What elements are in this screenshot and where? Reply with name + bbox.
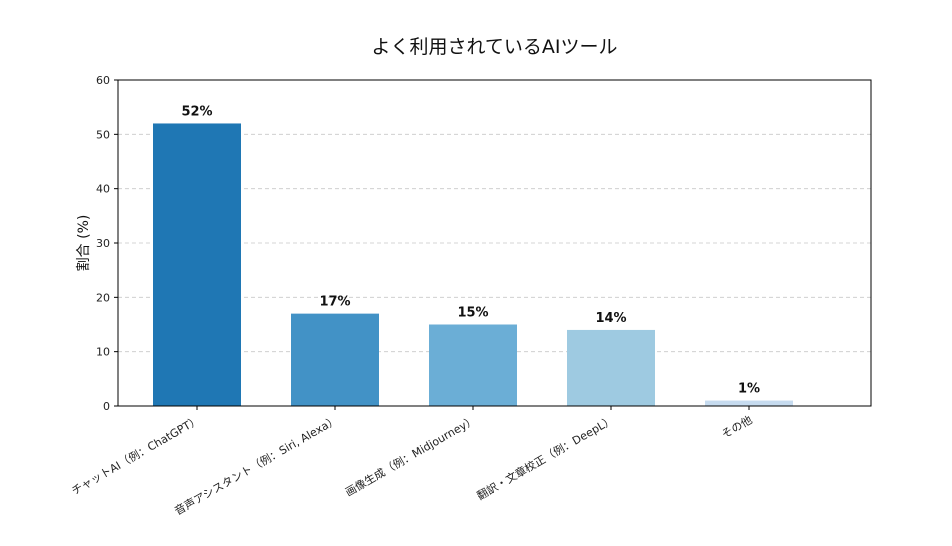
y-tick-label: 40 — [96, 183, 110, 196]
value-label: 17% — [319, 295, 350, 310]
value-label: 14% — [595, 311, 626, 326]
x-axis-ticks: チャットAI（例：ChatGPT）音声アシスタント（例：Siri, Alexa）… — [69, 406, 755, 518]
y-tick-label: 60 — [96, 74, 110, 87]
y-axis-label: 割合 (%) — [75, 215, 92, 272]
bar — [291, 313, 379, 406]
y-axis-ticks: 0 10 20 30 40 50 60 — [96, 74, 118, 413]
bar — [429, 324, 517, 406]
y-tick-label: 20 — [96, 291, 110, 304]
x-tick-label: 音声アシスタント（例：Siri, Alexa） — [172, 412, 341, 517]
y-tick-label: 50 — [96, 128, 110, 141]
x-tick-label: 翻訳・文章校正（例：DeepL） — [474, 412, 616, 502]
value-labels: 52% 17% 15% 14% 1% — [181, 104, 760, 396]
x-tick-label: チャットAI（例：ChatGPT） — [69, 412, 203, 497]
bar — [705, 400, 793, 406]
value-label: 1% — [738, 382, 760, 397]
y-tick-label: 10 — [96, 346, 110, 359]
x-tick-label: 画像生成（例：Midjourney） — [343, 412, 479, 499]
bars — [153, 123, 793, 406]
bar — [567, 329, 655, 406]
y-tick-label: 0 — [103, 400, 110, 413]
value-label: 15% — [457, 306, 488, 321]
chart-title: よく利用されているAIツール — [371, 36, 617, 58]
bar — [153, 123, 241, 406]
x-tick-label: その他 — [719, 413, 754, 441]
value-label: 52% — [181, 104, 212, 119]
y-tick-label: 30 — [96, 237, 110, 250]
